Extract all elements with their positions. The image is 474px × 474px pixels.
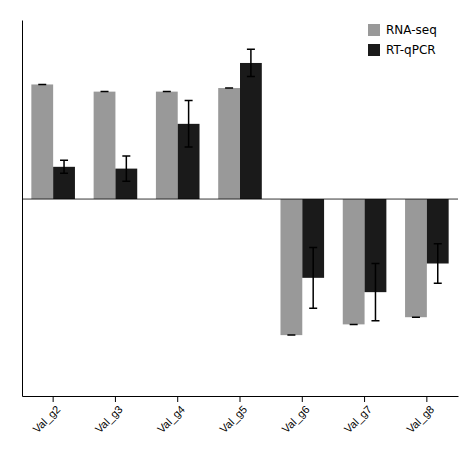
error-bar	[101, 91, 109, 93]
error-bar	[225, 87, 233, 89]
x-tick-mark	[240, 396, 241, 402]
bar	[218, 88, 240, 199]
error-bar	[287, 334, 295, 336]
error-bar	[122, 156, 130, 181]
error-bar	[185, 101, 193, 148]
x-tick-mark	[53, 396, 54, 402]
bar	[280, 199, 302, 335]
legend-label: RNA-seq	[386, 23, 437, 37]
legend: RNA-seq RT-qPCR	[368, 23, 437, 57]
zero-line	[22, 199, 458, 200]
error-bar	[163, 91, 171, 93]
bar	[156, 92, 178, 199]
y-axis	[22, 21, 23, 397]
y-axis-line	[22, 21, 23, 397]
error-bar	[350, 324, 358, 326]
legend-swatch	[368, 44, 380, 56]
bar-series	[53, 63, 449, 292]
bar	[405, 199, 427, 317]
x-axis: Val_g2 Val_g3 Val_g4 Val_g5 Val_g6 Val_g7 Val_…	[23, 396, 459, 435]
x-tick: Val_g7	[342, 396, 374, 435]
plot: Val_g2 Val_g3 Val_g4 Val_g5 Val_g6 Val_g7 Val_…	[22, 21, 459, 436]
bar-series	[31, 84, 427, 335]
error-bar	[247, 49, 255, 76]
error-bar	[434, 244, 442, 283]
x-tick-mark	[364, 396, 365, 402]
legend-swatch	[368, 24, 380, 36]
legend-item: RNA-seq	[368, 23, 437, 37]
x-tick: Val_g3	[93, 396, 125, 435]
x-tick-label: Val_g7	[342, 403, 374, 435]
error-bar	[309, 247, 317, 308]
error-bar	[60, 160, 68, 173]
x-tick-label: Val_g8	[404, 403, 436, 435]
marks	[22, 49, 458, 335]
x-tick-label: Val_g2	[30, 403, 62, 435]
x-tick: Val_g2	[30, 396, 62, 435]
x-tick-label: Val_g3	[93, 403, 125, 435]
error-bar	[38, 84, 46, 86]
x-tick: Val_g5	[217, 396, 249, 435]
x-tick-label: Val_g5	[217, 403, 249, 435]
error-bars	[38, 84, 420, 335]
chart: Val_g2 Val_g3 Val_g4 Val_g5 Val_g6 Val_g7 Val_…	[0, 0, 474, 474]
x-tick-mark	[177, 396, 178, 402]
error-bar	[412, 316, 420, 318]
x-tick-mark	[302, 396, 303, 402]
x-tick-mark	[115, 396, 116, 402]
x-tick: Val_g4	[155, 396, 187, 435]
x-tick-mark	[426, 396, 427, 402]
bar	[31, 84, 53, 199]
x-tick-label: Val_g4	[155, 403, 187, 435]
error-bar	[371, 264, 379, 321]
legend-item: RT-qPCR	[368, 43, 436, 57]
bar	[94, 92, 116, 199]
legend-label: RT-qPCR	[386, 43, 436, 57]
x-tick: Val_g8	[404, 396, 436, 435]
bar	[240, 63, 262, 199]
bar	[343, 199, 365, 324]
error-bars	[60, 49, 442, 320]
x-tick: Val_g6	[279, 396, 311, 435]
x-tick-label: Val_g6	[279, 403, 311, 435]
